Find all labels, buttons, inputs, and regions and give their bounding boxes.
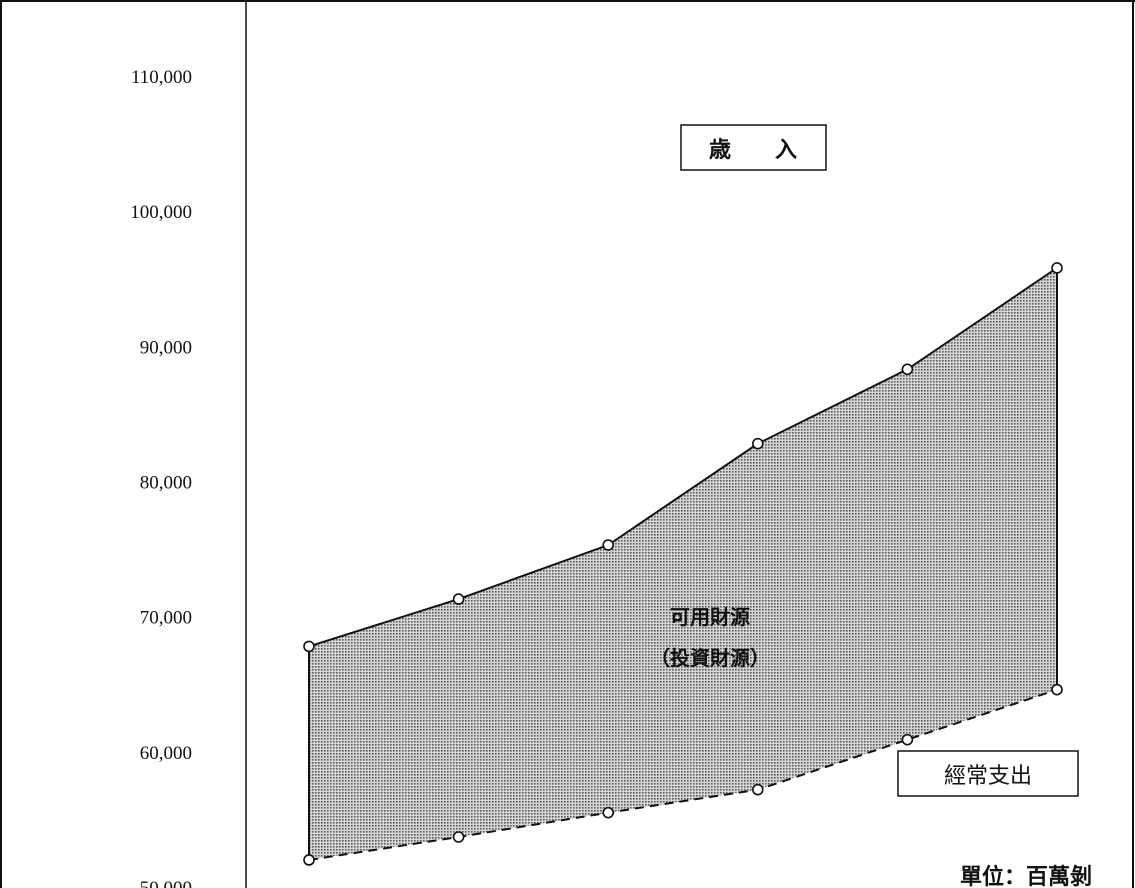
point-revenue: [1051, 262, 1063, 274]
point-expenditure: [452, 831, 465, 843]
point-expenditure: [751, 783, 764, 796]
unit-label: 單位：百萬剝: [960, 864, 1092, 888]
series-line-expenditure: [308, 688, 1058, 861]
point-expenditure: [1051, 683, 1063, 696]
point-expenditure: [602, 806, 615, 819]
y-tick-label: 60,000: [140, 743, 192, 764]
point-expenditure: [901, 733, 914, 746]
legend-label-revenue: 歳 入: [709, 138, 797, 163]
legend-box-expenditure: [897, 750, 1079, 797]
series-points: [303, 262, 1063, 866]
point-revenue: [602, 539, 615, 551]
y-tick-label: 110,000: [131, 67, 192, 88]
series-line-revenue: [308, 267, 1058, 648]
legend-box-revenue: [680, 124, 827, 171]
area-label-line2: （投資財源）: [650, 646, 770, 670]
y-tick-labels: 110,000 100,000 90,000 80,000 70,000 60,000 50…: [130, 67, 192, 888]
point-revenue: [303, 640, 315, 653]
y-tick-label: 90,000: [140, 337, 192, 358]
y-tick-label: 100,000: [130, 202, 192, 223]
point-revenue: [901, 363, 914, 376]
y-tick-label: 70,000: [140, 608, 192, 629]
y-tick-label: 80,000: [140, 473, 192, 494]
point-expenditure: [303, 854, 315, 866]
y-tick-label: 50,000: [140, 878, 192, 888]
legend-label-expenditure: 經常支出: [944, 764, 1032, 789]
point-revenue: [751, 437, 764, 450]
area-label-line1: 可用財源: [670, 605, 750, 629]
point-revenue: [452, 593, 465, 605]
area-fill-available-funds: [309, 267, 1057, 860]
